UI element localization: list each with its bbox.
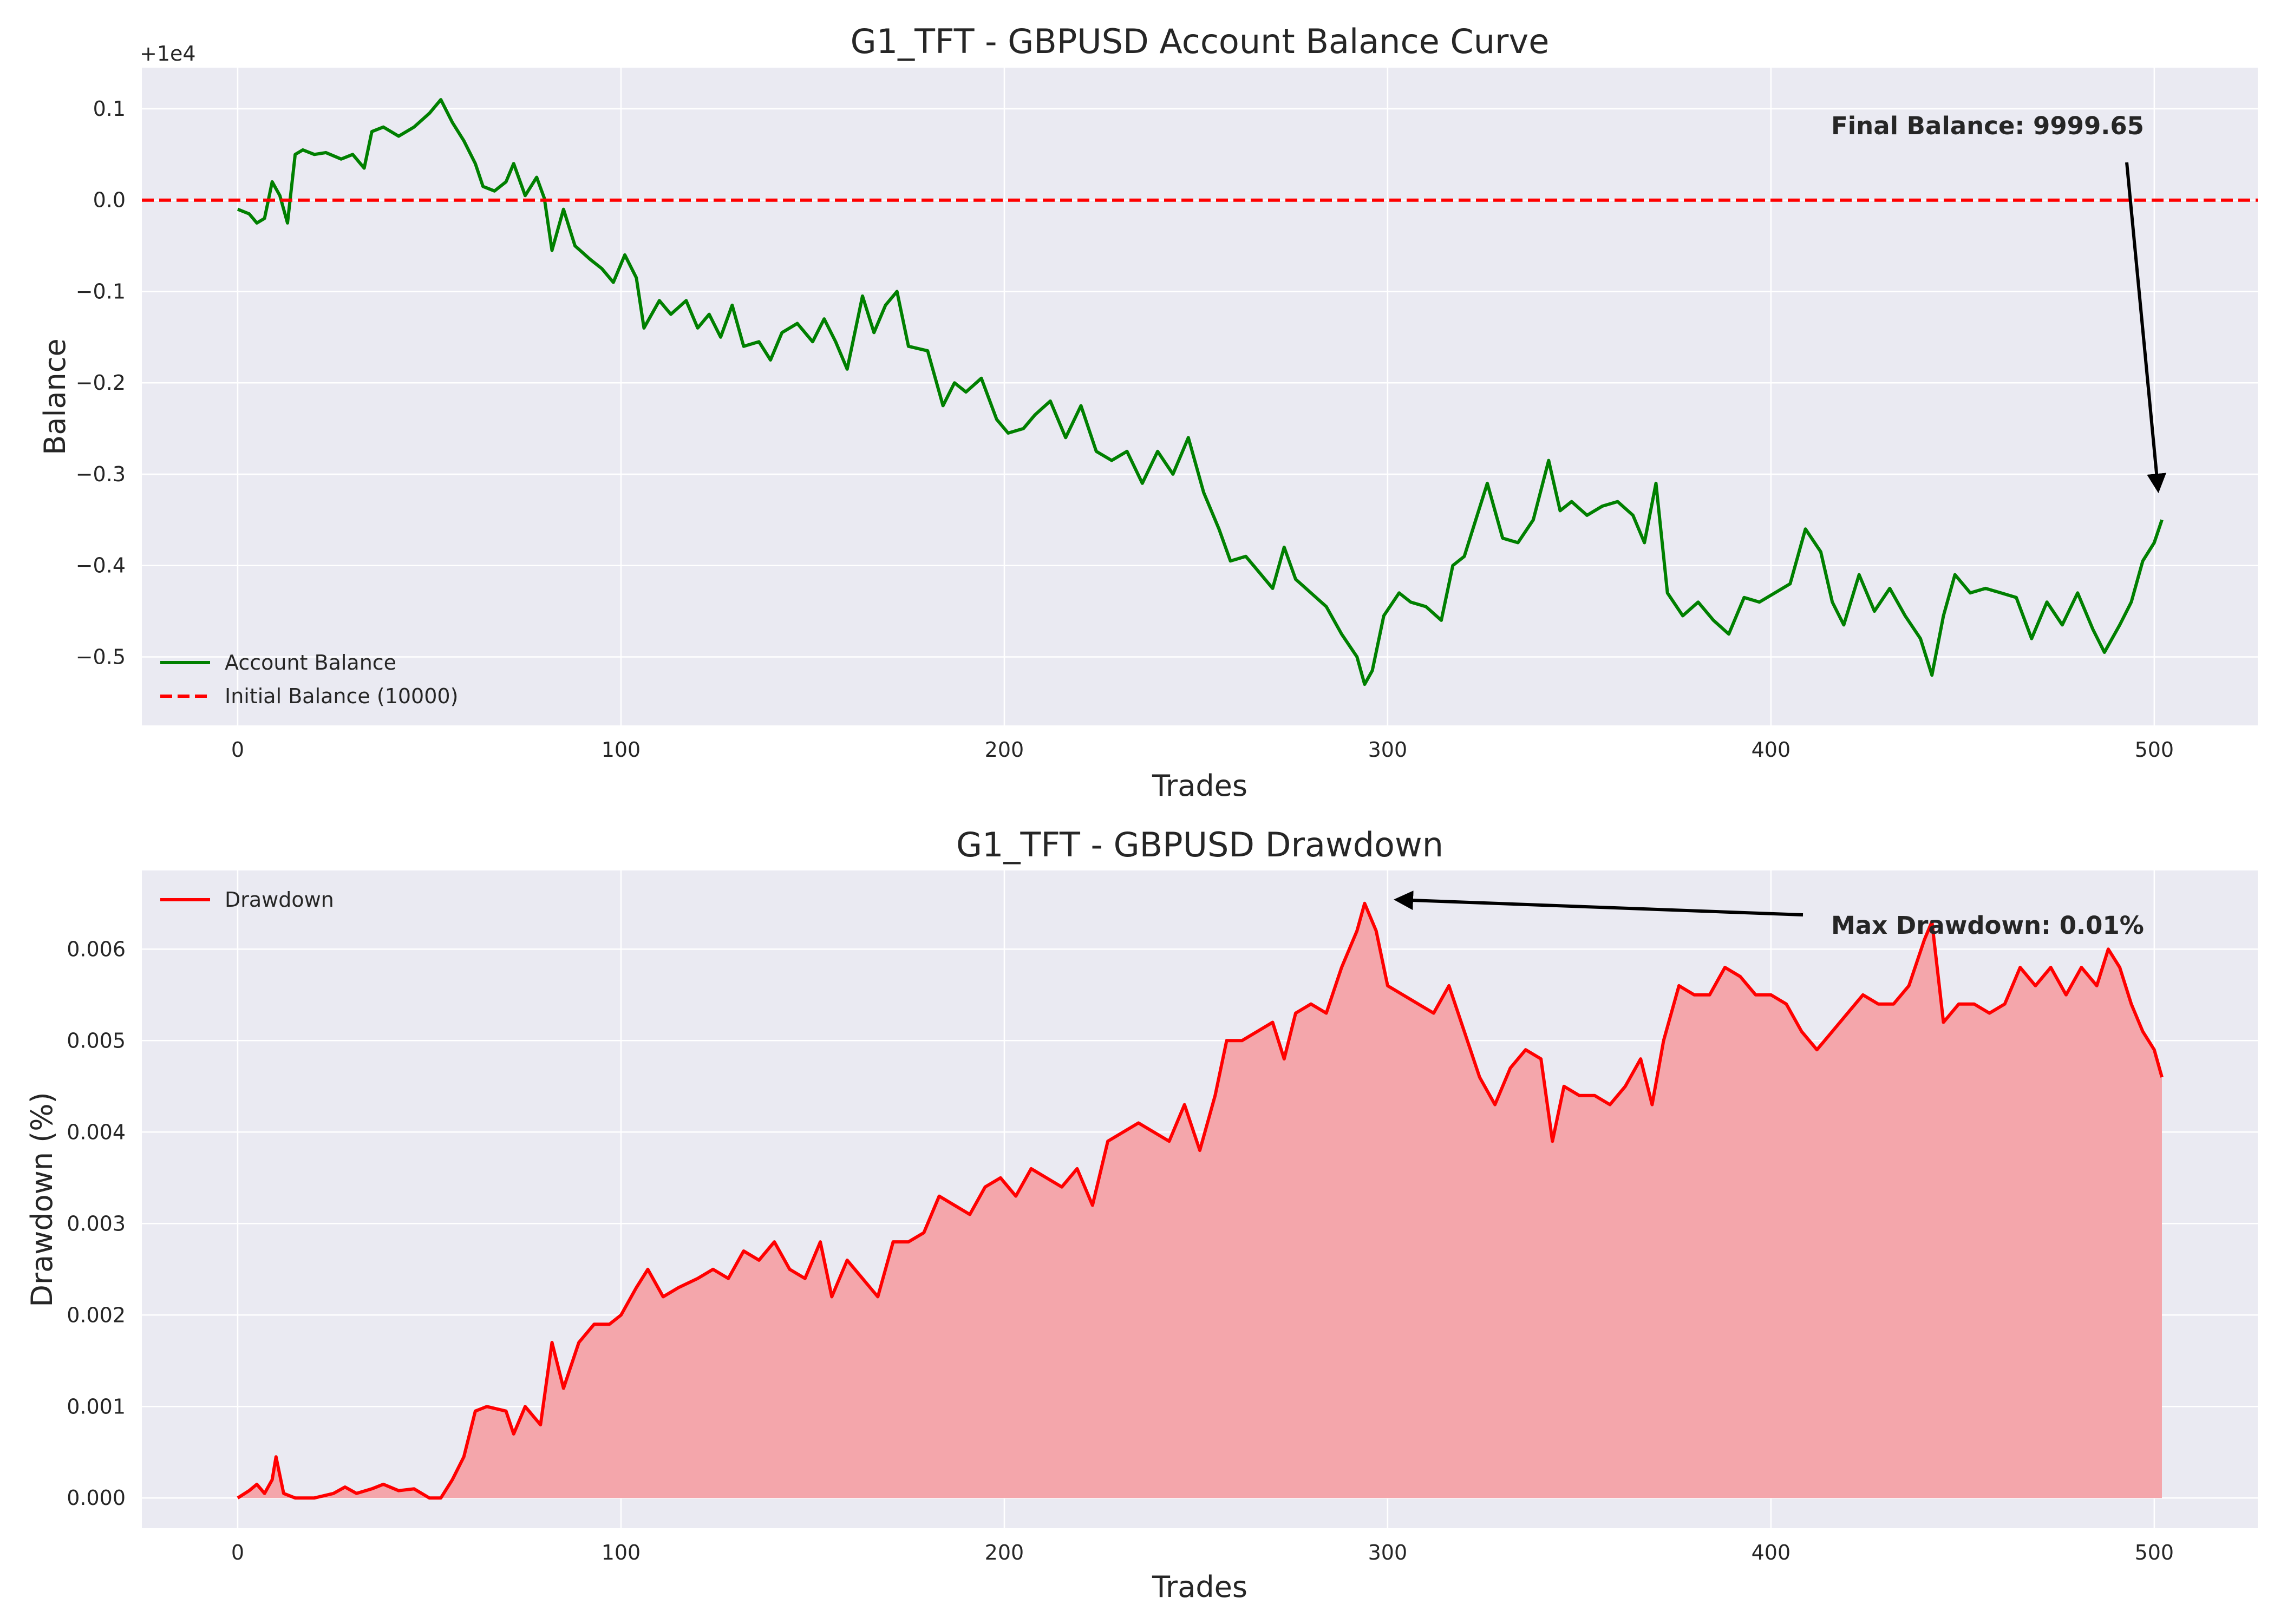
final-balance-arrow: [2125, 162, 2167, 493]
balance-x-axis-label: Trades: [1152, 769, 1247, 803]
drawdown-y-tick-label: 0.001: [67, 1394, 126, 1418]
drawdown-x-tick-label: 200: [985, 1541, 1024, 1564]
balance-y-tick-label: 0.1: [93, 97, 126, 121]
drawdown-x-tick-label: 300: [1368, 1541, 1408, 1564]
legend-label-drawdown: Drawdown: [225, 888, 334, 912]
max-drawdown-annotation: Max Drawdown: 0.01%: [1831, 911, 2144, 940]
drawdown-legend: Drawdown: [160, 888, 334, 912]
drawdown-area-fill: [238, 903, 2162, 1498]
balance-y-tick-label: −0.4: [76, 554, 126, 578]
balance-y-axis-label: Balance: [38, 338, 72, 455]
drawdown-chart: 0 100 200 300 400 500 0.000 0.001 0.002 0.003 0.00…: [25, 825, 2258, 1604]
balance-x-tick-label: 300: [1368, 738, 1408, 762]
balance-legend: Account Balance Initial Balance (10000): [160, 651, 458, 708]
balance-chart-title: G1_TFT - GBPUSD Account Balance Curve: [851, 22, 1550, 61]
drawdown-y-tick-label: 0.000: [67, 1486, 126, 1510]
drawdown-y-tick-label: 0.003: [67, 1212, 126, 1235]
drawdown-tick-labels: 0 100 200 300 400 500 0.000 0.001 0.002 0.003 0.00…: [67, 937, 2174, 1564]
drawdown-y-tick-label: 0.004: [67, 1120, 126, 1144]
balance-y-tick-label: −0.2: [76, 371, 126, 395]
balance-x-tick-label: 500: [2135, 738, 2174, 762]
account-balance-line: [237, 98, 2164, 686]
balance-tick-labels: 0 100 200 300 400 500 −0.5 −0.4 −0.3 −0.2 −0.1 0.0 0…: [76, 97, 2174, 762]
drawdown-y-tick-label: 0.006: [67, 937, 126, 961]
balance-y-tick-label: −0.1: [76, 279, 126, 303]
drawdown-y-tick-label: 0.005: [67, 1029, 126, 1052]
drawdown-y-axis-label: Drawdown (%): [25, 1092, 59, 1307]
drawdown-x-tick-label: 400: [1752, 1541, 1791, 1564]
balance-offset-label: +1e4: [140, 42, 196, 66]
drawdown-x-tick-label: 0: [231, 1541, 244, 1564]
balance-y-tick-label: 0.0: [93, 188, 126, 212]
balance-gridlines: [142, 68, 2258, 725]
balance-series: [142, 98, 2258, 686]
drawdown-y-tick-label: 0.002: [67, 1303, 126, 1327]
drawdown-chart-title: G1_TFT - GBPUSD Drawdown: [956, 825, 1443, 865]
legend-label-initial-balance: Initial Balance (10000): [225, 684, 458, 708]
legend-label-account-balance: Account Balance: [225, 651, 396, 675]
balance-x-tick-label: 0: [231, 738, 244, 762]
drawdown-x-tick-label: 500: [2135, 1541, 2174, 1564]
balance-y-tick-label: −0.3: [76, 462, 126, 486]
final-balance-annotation: Final Balance: 9999.65: [1831, 112, 2144, 140]
drawdown-series: [237, 901, 2164, 1500]
balance-chart: 0 100 200 300 400 500 −0.5 −0.4 −0.3 −0.2 −0.1 0.0 0…: [38, 22, 2258, 803]
drawdown-x-axis-label: Trades: [1152, 1570, 1247, 1604]
drawdown-x-tick-label: 100: [602, 1541, 641, 1564]
balance-x-tick-label: 400: [1752, 738, 1791, 762]
max-drawdown-arrow: [1394, 890, 1803, 916]
drawdown-line: [237, 901, 2164, 1500]
balance-x-tick-label: 100: [602, 738, 641, 762]
balance-y-tick-label: −0.5: [76, 645, 126, 669]
balance-x-tick-label: 200: [985, 738, 1024, 762]
